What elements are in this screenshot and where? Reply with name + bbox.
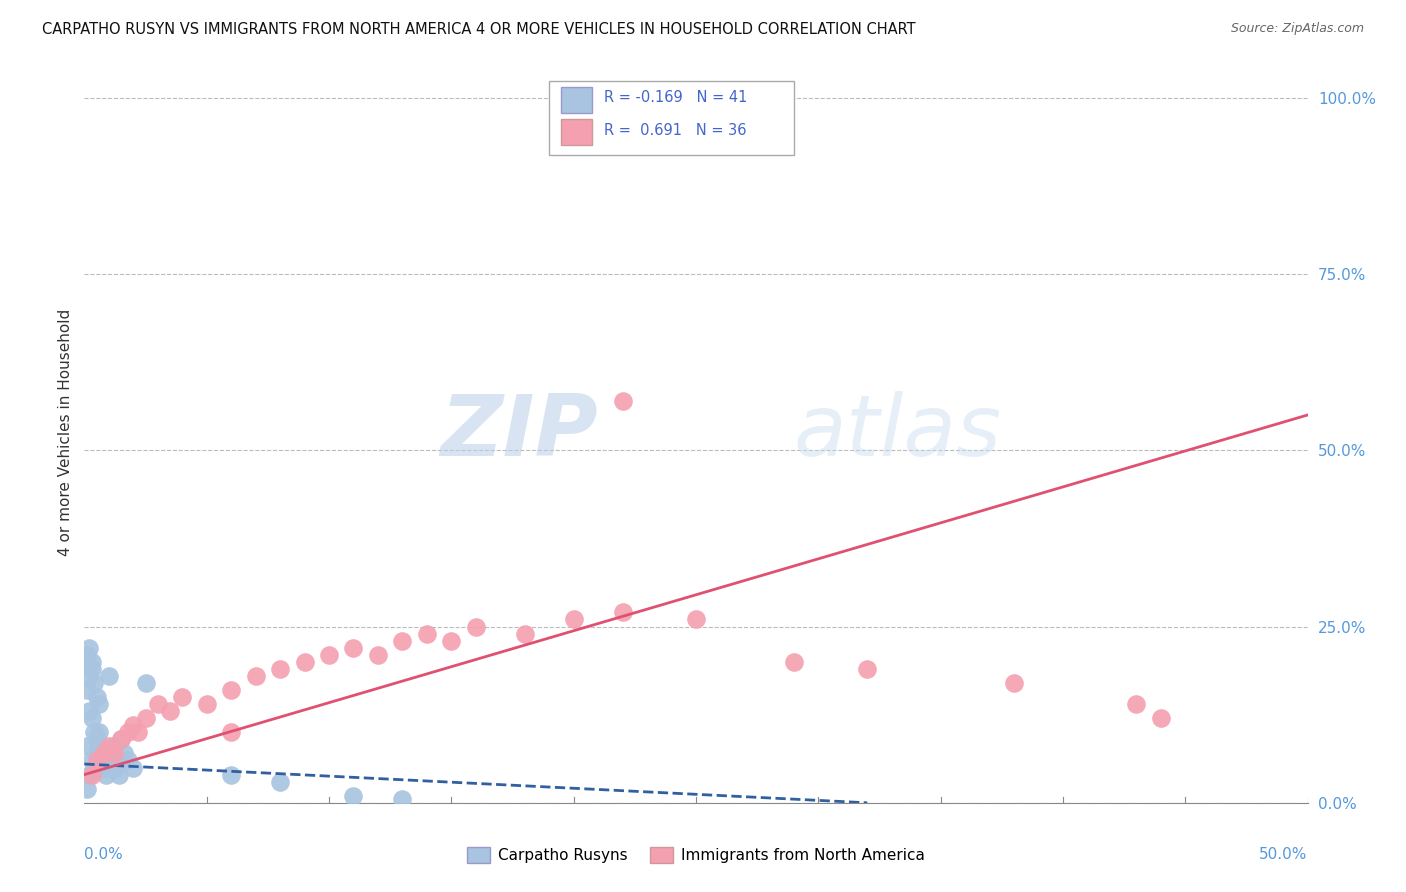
Point <box>107 767 129 781</box>
Point <box>80 711 103 725</box>
Point <box>856 662 879 676</box>
Point <box>391 792 413 806</box>
Point <box>269 662 291 676</box>
Point <box>100 747 122 761</box>
Point <box>80 754 103 768</box>
Point <box>122 760 145 774</box>
Point <box>90 754 112 768</box>
Point <box>146 697 169 711</box>
Point <box>110 732 132 747</box>
Point <box>159 704 181 718</box>
Point <box>76 648 98 662</box>
Point <box>103 739 125 754</box>
Point <box>391 633 413 648</box>
Point <box>83 725 105 739</box>
Text: Source: ZipAtlas.com: Source: ZipAtlas.com <box>1230 22 1364 36</box>
Point <box>122 718 145 732</box>
Point <box>97 754 120 768</box>
Point <box>86 690 108 704</box>
Bar <box>561 120 592 145</box>
Point <box>77 767 100 781</box>
Text: atlas: atlas <box>794 391 1002 475</box>
Point <box>77 669 100 683</box>
Point <box>195 697 218 711</box>
Point <box>80 655 103 669</box>
Point <box>117 754 139 768</box>
Point <box>219 767 242 781</box>
Text: R = -0.169   N = 41: R = -0.169 N = 41 <box>605 90 748 105</box>
Point <box>1125 697 1147 711</box>
Point <box>87 739 110 754</box>
Point <box>342 789 364 803</box>
Bar <box>561 87 592 112</box>
Point <box>685 612 707 626</box>
Point <box>416 626 439 640</box>
Point <box>80 662 103 676</box>
Y-axis label: 4 or more Vehicles in Household: 4 or more Vehicles in Household <box>58 309 73 557</box>
Point <box>440 633 463 648</box>
Text: ZIP: ZIP <box>440 391 598 475</box>
Point <box>90 739 112 754</box>
Point <box>86 747 108 761</box>
Text: 50.0%: 50.0% <box>1260 847 1308 863</box>
Point <box>783 655 806 669</box>
Point <box>219 725 242 739</box>
Point <box>172 690 194 704</box>
Point <box>1002 676 1025 690</box>
Point <box>127 725 149 739</box>
Point <box>117 725 139 739</box>
Point <box>86 732 108 747</box>
Point <box>612 393 634 408</box>
Point <box>367 648 389 662</box>
Point <box>83 760 105 774</box>
Point <box>97 669 120 683</box>
Point <box>83 676 105 690</box>
Point <box>562 612 585 626</box>
Point <box>135 676 157 690</box>
Text: 0.0%: 0.0% <box>84 847 124 863</box>
Point <box>76 683 98 698</box>
Point <box>294 655 316 669</box>
Point <box>110 732 132 747</box>
Point <box>76 781 98 796</box>
Point <box>80 767 103 781</box>
Point <box>105 760 128 774</box>
Point <box>103 747 125 761</box>
Point <box>318 648 340 662</box>
Point <box>77 704 100 718</box>
Point <box>1150 711 1173 725</box>
Point <box>93 747 115 761</box>
Point <box>96 767 118 781</box>
Point <box>219 683 242 698</box>
Point <box>77 640 100 655</box>
Point <box>97 739 120 754</box>
Point <box>87 697 110 711</box>
Point <box>245 669 267 683</box>
Point <box>135 711 157 725</box>
Point <box>513 626 536 640</box>
FancyBboxPatch shape <box>550 81 794 155</box>
Point <box>464 619 486 633</box>
Point <box>269 774 291 789</box>
Point <box>96 747 118 761</box>
Point <box>86 754 108 768</box>
Point <box>93 760 115 774</box>
Legend: Carpatho Rusyns, Immigrants from North America: Carpatho Rusyns, Immigrants from North A… <box>461 841 931 869</box>
Point <box>87 725 110 739</box>
Text: CARPATHO RUSYN VS IMMIGRANTS FROM NORTH AMERICA 4 OR MORE VEHICLES IN HOUSEHOLD : CARPATHO RUSYN VS IMMIGRANTS FROM NORTH … <box>42 22 915 37</box>
Point <box>112 747 135 761</box>
Point <box>76 739 98 754</box>
Point <box>342 640 364 655</box>
Point <box>612 606 634 620</box>
Text: R =  0.691   N = 36: R = 0.691 N = 36 <box>605 123 747 138</box>
